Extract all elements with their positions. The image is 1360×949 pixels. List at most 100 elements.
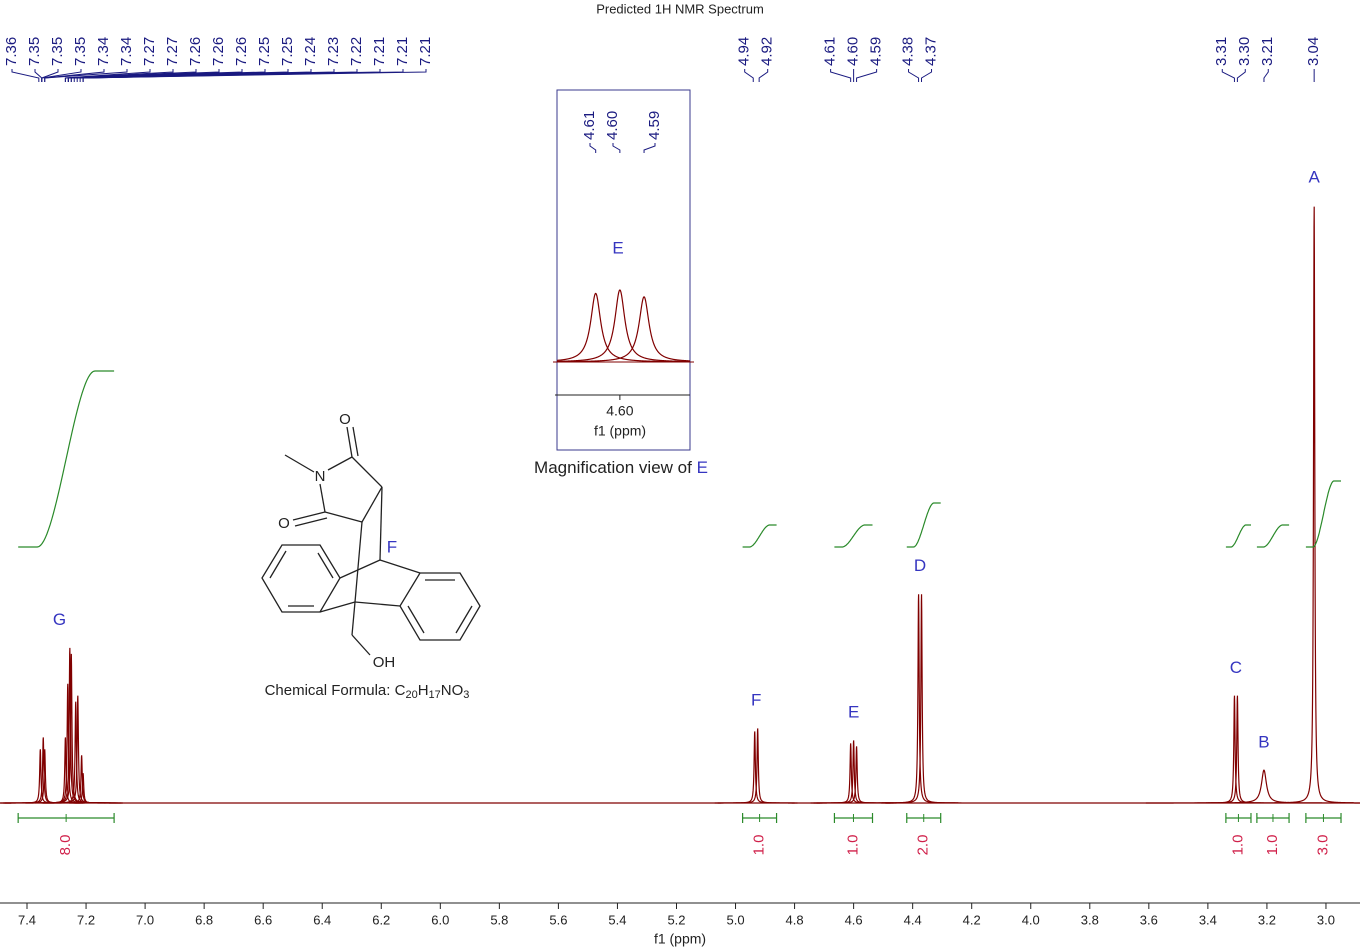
peak-label: 7.26 <box>233 37 250 66</box>
bond <box>294 517 328 527</box>
inset-x-tick-label: 4.60 <box>606 403 633 419</box>
peak-label-connector <box>908 69 920 82</box>
x-tick-label: 4.2 <box>963 912 981 927</box>
peak-label-connector <box>921 69 933 82</box>
formula: Chemical Formula: C20H17NO3 <box>265 682 470 701</box>
chart-title: Predicted 1H NMR Spectrum <box>596 1 764 16</box>
assignment-label: D <box>914 556 926 575</box>
x-tick-label: 3.2 <box>1258 912 1276 927</box>
assignment-label: C <box>1230 658 1242 677</box>
assignment-label: B <box>1258 733 1269 752</box>
peak <box>1145 769 1360 804</box>
inset-peak-label-connector <box>589 143 597 153</box>
formula-part: 20 <box>405 689 417 701</box>
x-tick-label: 5.4 <box>608 912 626 927</box>
formula-part: NO <box>441 682 464 699</box>
bond <box>292 511 326 521</box>
peak <box>1274 206 1355 804</box>
peak-label: 7.36 <box>3 37 20 66</box>
peak-label: 7.27 <box>141 37 158 66</box>
atom-label: OH <box>373 654 396 671</box>
peak-label: 3.31 <box>1213 37 1230 66</box>
assignment-label: G <box>53 610 66 629</box>
assignment-label: E <box>848 703 859 722</box>
integral-curve <box>1256 524 1290 548</box>
peak-label: 7.26 <box>210 37 227 66</box>
molecule: O N O F OH Chemical Formula: C20H17NO3 <box>261 411 481 701</box>
peak-label: 7.26 <box>187 37 204 66</box>
peak-label-connector <box>82 69 427 82</box>
x-tick-label: 3.0 <box>1317 912 1335 927</box>
bond <box>324 511 363 523</box>
integral-curve <box>18 370 115 548</box>
peak-label: 3.30 <box>1236 37 1253 66</box>
peak <box>714 731 795 804</box>
bond <box>455 605 473 634</box>
peak <box>717 728 798 804</box>
peak <box>878 594 959 804</box>
integral-curve <box>1305 480 1341 548</box>
inset-peak <box>557 292 690 363</box>
peak-label: 7.34 <box>118 37 135 66</box>
peak-label-connector <box>744 69 754 82</box>
atom-label: O <box>339 411 351 428</box>
peak-label: 4.61 <box>822 37 839 66</box>
x-tick-label: 4.6 <box>845 912 863 927</box>
peak <box>810 743 891 804</box>
peak-label-connector <box>41 69 82 82</box>
peak-label: 7.21 <box>394 37 411 66</box>
caption-text: Magnification view of <box>534 458 692 477</box>
bond <box>284 454 315 473</box>
bond <box>379 559 421 574</box>
x-tick-label: 7.0 <box>136 912 154 927</box>
x-tick-label: 4.0 <box>1022 912 1040 927</box>
bond <box>339 559 381 579</box>
integral-label: 1.0 <box>1264 835 1281 856</box>
bond <box>351 601 356 636</box>
ring <box>261 544 341 613</box>
peak-label: 4.92 <box>759 37 776 66</box>
x-tick-label: 3.6 <box>1140 912 1158 927</box>
atom-label: F <box>387 537 397 556</box>
formula-part: C <box>395 682 406 699</box>
bond <box>379 486 383 561</box>
integral-curve <box>834 524 873 548</box>
x-tick-label: 6.6 <box>254 912 272 927</box>
x-tick-label: 7.2 <box>77 912 95 927</box>
bond <box>317 552 334 579</box>
peak-label: 4.94 <box>736 37 753 66</box>
atom-label: O <box>278 515 290 532</box>
peak-label-connector <box>1263 69 1269 82</box>
peak-label: 7.25 <box>279 37 296 66</box>
peak <box>813 740 894 804</box>
peak-label: 7.24 <box>302 37 319 66</box>
inset-assignment-label: E <box>612 238 623 257</box>
inset-caption: Magnification view of E <box>534 458 708 477</box>
bond <box>269 550 287 579</box>
peak-label: 7.35 <box>72 37 89 66</box>
peak-label-connector <box>830 69 852 82</box>
bond <box>327 456 353 471</box>
peak-label: 7.21 <box>371 37 388 66</box>
peak-label-connector <box>856 69 878 82</box>
x-tick-label: 4.8 <box>786 912 804 927</box>
peak-label: 7.21 <box>417 37 434 66</box>
integral-label: 1.0 <box>1229 835 1246 856</box>
bond <box>354 601 401 607</box>
x-axis-label: f1 (ppm) <box>654 931 706 947</box>
x-tick-label: 5.8 <box>490 912 508 927</box>
bond <box>346 426 353 458</box>
bond <box>407 605 425 634</box>
peak-label: 7.35 <box>26 37 43 66</box>
bond <box>354 521 363 603</box>
caption-label: E <box>697 458 708 477</box>
assignment-label: F <box>751 691 761 710</box>
peak-label: 7.25 <box>256 37 273 66</box>
x-tick-label: 7.4 <box>18 912 36 927</box>
peak <box>816 746 897 804</box>
peak-label: 7.22 <box>348 37 365 66</box>
peak-label: 7.35 <box>49 37 66 66</box>
x-tick-label: 5.0 <box>726 912 744 927</box>
